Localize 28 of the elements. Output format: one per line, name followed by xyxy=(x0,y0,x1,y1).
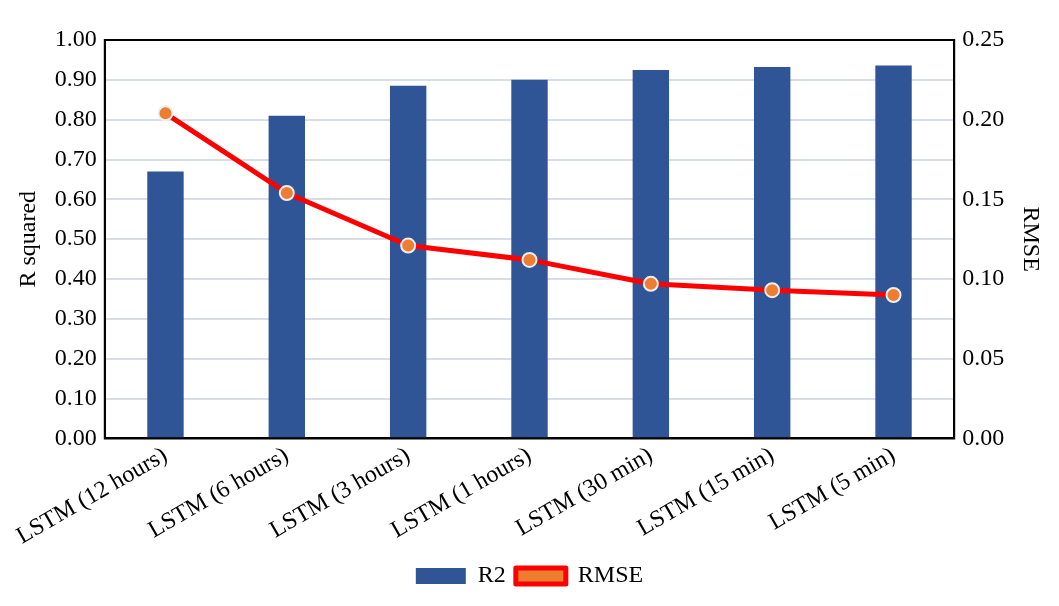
y-tick-label: 0.60 xyxy=(54,184,97,211)
bar xyxy=(147,171,184,438)
y2-tick-label: 0.05 xyxy=(962,344,1005,371)
bar xyxy=(511,79,548,438)
y-axis-title: R squared xyxy=(13,190,40,288)
y-tick-label: 0.30 xyxy=(54,304,97,331)
y2-tick-label: 0.00 xyxy=(962,423,1005,450)
bar xyxy=(753,67,791,438)
legend-label: R2 xyxy=(477,561,506,588)
y-tick-label: 0.80 xyxy=(54,104,97,131)
legend-label: RMSE xyxy=(577,561,644,588)
y2-tick-label: 0.20 xyxy=(962,104,1005,131)
y2-tick-label: 0.25 xyxy=(962,25,1005,52)
bar xyxy=(632,69,670,438)
y-tick-label: 0.90 xyxy=(54,65,97,92)
y-tick-label: 1.00 xyxy=(54,25,97,52)
y-tick-label: 0.00 xyxy=(54,423,97,450)
bar xyxy=(268,115,306,438)
y-tick-label: 0.10 xyxy=(54,383,97,410)
bar xyxy=(389,85,427,438)
y-tick-label: 0.40 xyxy=(54,264,97,291)
bar xyxy=(875,65,912,438)
y2-tick-label: 0.15 xyxy=(962,184,1005,211)
y-tick-label: 0.70 xyxy=(54,144,97,171)
y2-axis-title: RMSE xyxy=(1019,206,1046,272)
y2-tick-label: 0.10 xyxy=(962,264,1005,291)
y-tick-label: 0.20 xyxy=(54,344,97,371)
y-tick-label: 0.50 xyxy=(54,224,97,251)
